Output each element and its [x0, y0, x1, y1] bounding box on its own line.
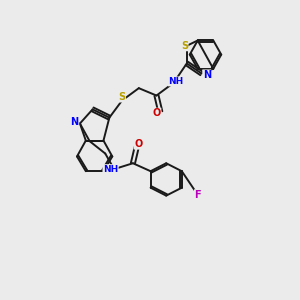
Text: NH: NH [103, 165, 118, 174]
Text: O: O [153, 108, 161, 118]
Text: S: S [181, 41, 188, 51]
Text: N: N [70, 117, 79, 127]
Text: O: O [134, 139, 142, 149]
Text: N: N [203, 70, 211, 80]
Text: NH: NH [168, 77, 184, 86]
Text: F: F [194, 190, 201, 200]
Text: S: S [118, 92, 126, 102]
